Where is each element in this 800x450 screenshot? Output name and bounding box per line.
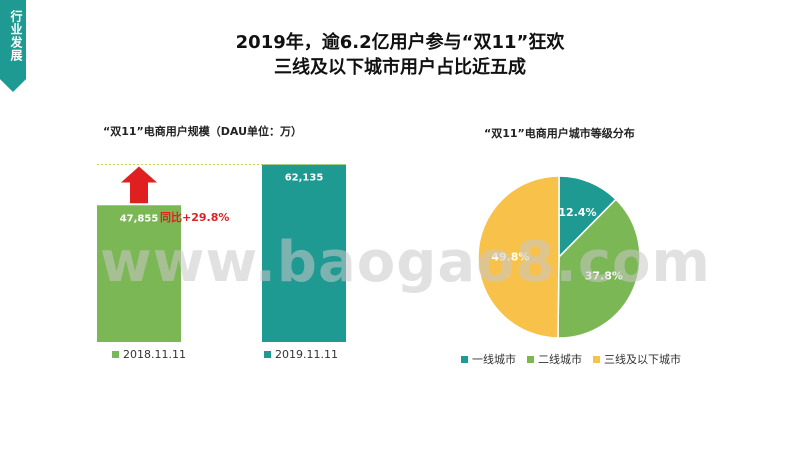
- pie-slice-label: 12.4%: [558, 206, 596, 219]
- bar-chart-title: “双11”电商用户规模（DAU单位：万）: [103, 125, 303, 138]
- pie-chart-title: “双11”电商用户城市等级分布: [484, 127, 635, 140]
- side-tab-label: 行业发展: [9, 10, 23, 62]
- bar-legend-item-2018: 2018.11.11: [112, 348, 186, 361]
- bar-legend-swatch: [264, 351, 271, 358]
- pie-legend-swatch: [593, 355, 600, 363]
- bar: [262, 164, 346, 342]
- page-title: 2019年，逾6.2亿用户参与“双11”狂欢: [235, 32, 565, 53]
- bar-legend-swatch: [112, 351, 119, 358]
- pie-legend-item-tier2: 二线城市: [527, 351, 582, 367]
- pie-legend-swatch: [527, 355, 534, 363]
- pie-slice: [477, 175, 560, 339]
- bar-legend-label: 2019.11.11: [275, 348, 338, 361]
- bar-legend-label: 2018.11.11: [123, 348, 186, 361]
- bar-legend-item-2019: 2019.11.11: [264, 348, 338, 361]
- pie-legend-item-tier1: 一线城市: [461, 351, 516, 367]
- pie-slice-label: 37.8%: [585, 270, 623, 283]
- pie-slice: [558, 175, 617, 259]
- pie-legend-label: 一线城市: [472, 353, 516, 366]
- pie-slice: [557, 198, 641, 339]
- pie-legend-label: 二线城市: [538, 353, 582, 366]
- pie-slice-label: 49.8%: [491, 251, 529, 264]
- yoy-growth-label: 同比+29.8%: [160, 211, 230, 224]
- pie-legend-swatch: [461, 355, 468, 363]
- side-tab: 行业发展: [0, 0, 26, 92]
- page-subtitle: 三线及以下城市用户占比近五成: [274, 57, 526, 78]
- pie-legend-label: 三线及以下城市: [604, 353, 681, 366]
- bar: [97, 205, 181, 342]
- growth-arrow-icon: [121, 166, 157, 204]
- pie-legend-item-tier3: 三线及以下城市: [593, 351, 681, 367]
- bar-value-label: 62,135: [285, 172, 324, 183]
- bar-value-label: 47,855: [120, 213, 159, 224]
